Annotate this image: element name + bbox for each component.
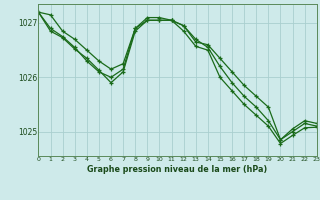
X-axis label: Graphe pression niveau de la mer (hPa): Graphe pression niveau de la mer (hPa): [87, 165, 268, 174]
